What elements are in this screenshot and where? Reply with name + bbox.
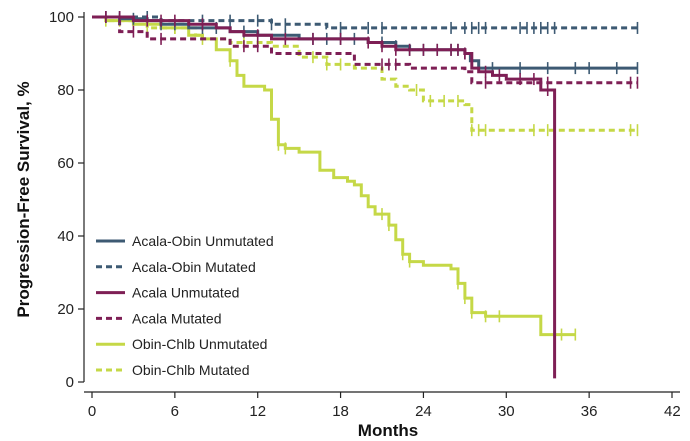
legend-label: Obin-Chlb Unmutated — [132, 336, 267, 352]
x-tick-label: 36 — [581, 403, 598, 420]
y-tick-label: 20 — [57, 301, 74, 318]
series-lines — [92, 11, 639, 379]
series-line-1 — [92, 15, 638, 30]
x-tick-label: 6 — [171, 403, 179, 420]
x-tick-label: 24 — [415, 403, 432, 420]
legend-label: Acala Mutated — [132, 310, 222, 326]
legend-label: Acala-Obin Mutated — [132, 259, 256, 275]
x-axis-title: Months — [358, 421, 418, 440]
legend: Acala-Obin Unmutated Acala-Obin Mutated Ac… — [96, 233, 274, 378]
y-tick-label: 100 — [49, 9, 74, 26]
legend-entry: Obin-Chlb Mutated — [96, 362, 250, 378]
series-line-3 — [92, 15, 638, 85]
legend-entry: Acala-Obin Unmutated — [96, 233, 274, 249]
legend-label: Acala-Obin Unmutated — [132, 233, 274, 249]
legend-label: Acala Unmutated — [132, 285, 239, 301]
legend-entry: Acala Mutated — [96, 310, 222, 326]
legend-entry: Acala-Obin Mutated — [96, 259, 256, 275]
y-tick-label: 60 — [57, 155, 74, 172]
legend-label: Obin-Chlb Mutated — [132, 362, 250, 378]
y-tick-label: 40 — [57, 228, 74, 245]
x-tick-label: 12 — [249, 403, 266, 420]
y-tick-label: 80 — [57, 82, 74, 99]
series-line-0 — [92, 15, 638, 70]
legend-entry: Obin-Chlb Unmutated — [96, 336, 267, 352]
series-line-4 — [92, 15, 576, 337]
x-tick-label: 42 — [664, 403, 681, 420]
axes: 0 20 40 60 80 100 0 6 12 18 24 30 36 42 — [49, 9, 681, 420]
y-tick-label: 0 — [66, 374, 74, 391]
x-tick-label: 0 — [88, 403, 96, 420]
legend-entry: Acala Unmutated — [96, 285, 239, 301]
y-axis-title: Progression-Free Survival, % — [14, 81, 33, 317]
x-tick-label: 18 — [332, 403, 349, 420]
x-tick-label: 30 — [498, 403, 515, 420]
